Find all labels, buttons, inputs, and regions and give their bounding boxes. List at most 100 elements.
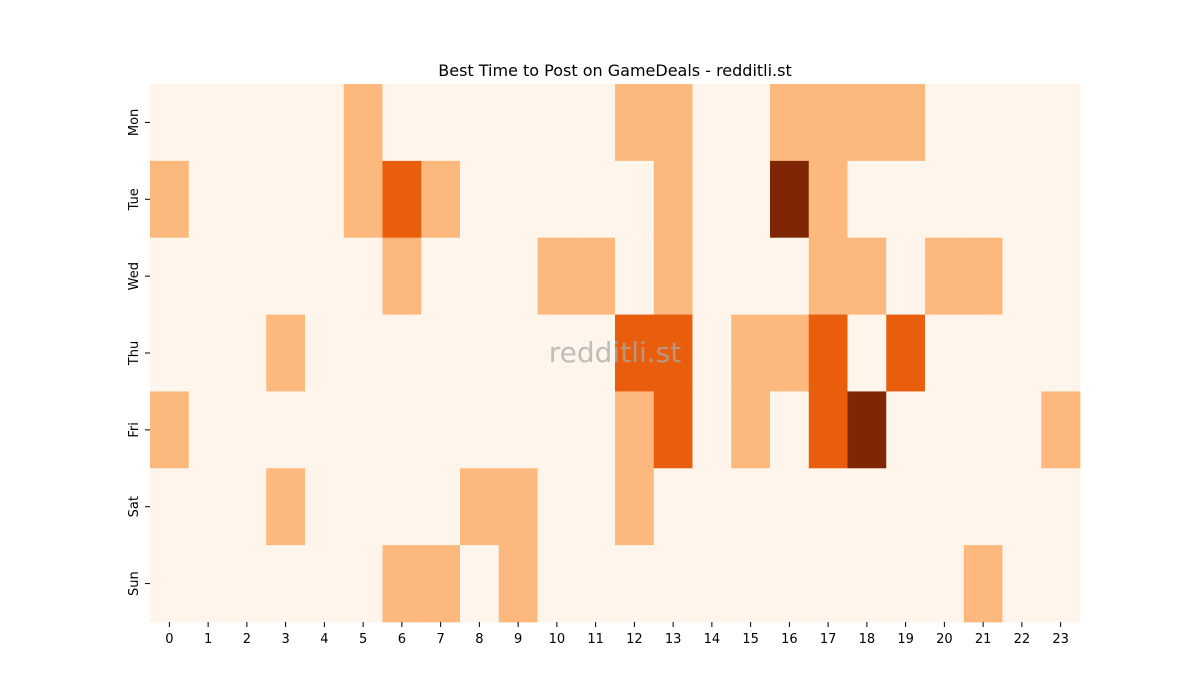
- heatmap-cell-tue-18: [847, 160, 887, 239]
- heatmap-cell-sat-23: [1041, 468, 1081, 546]
- heatmap-cell-tue-3: [266, 160, 306, 239]
- heatmap-cell-sat-16: [770, 468, 810, 546]
- heatmap-cell-thu-20: [925, 314, 965, 392]
- heatmap-cell-tue-16: [770, 160, 810, 239]
- heatmap-cell-fri-2: [227, 391, 267, 469]
- heatmap-cell-sun-13: [653, 545, 693, 623]
- watermark-text: redditli.st: [549, 336, 681, 369]
- x-tick-label: 4: [320, 632, 328, 647]
- heatmap-cell-thu-19: [886, 314, 926, 392]
- x-tick-label: 11: [587, 632, 604, 647]
- heatmap-cell-tue-11: [576, 160, 616, 239]
- x-axis: 0 1 2 3 4 5 6 7 8 9 10 11 12 13 14 15 16 17 18 19 20 21 22 23: [165, 622, 1069, 647]
- heatmap-cell-fri-8: [460, 391, 500, 469]
- heatmap-cell-sat-10: [537, 468, 577, 546]
- heatmap-cell-sun-18: [847, 545, 887, 623]
- x-tick-label: 9: [514, 632, 522, 647]
- heatmap-cell-mon-19: [886, 84, 926, 162]
- heatmap-cell-sat-13: [653, 468, 693, 546]
- heatmap-cell-mon-3: [266, 84, 306, 162]
- heatmap-cell-wed-1: [188, 237, 228, 315]
- heatmap-cell-sun-5: [343, 545, 383, 623]
- heatmap-cell-wed-3: [266, 237, 306, 315]
- heatmap-cell-sat-14: [692, 468, 732, 546]
- heatmap-cell-thu-9: [498, 314, 538, 392]
- heatmap-cell-wed-6: [382, 237, 422, 315]
- heatmap-cell-thu-15: [731, 314, 771, 392]
- heatmap-cell-sat-7: [421, 468, 461, 546]
- heatmap-cell-thu-1: [188, 314, 228, 392]
- heatmap-cell-sun-4: [305, 545, 345, 623]
- heatmap-cell-sat-12: [615, 468, 655, 546]
- heatmap-cell-mon-15: [731, 84, 771, 162]
- heatmap-cell-wed-20: [925, 237, 965, 315]
- heatmap-cell-sat-22: [1002, 468, 1042, 546]
- heatmap-cells: [150, 84, 1081, 623]
- heatmap-cell-sun-22: [1002, 545, 1042, 623]
- heatmap-cell-tue-0: [150, 160, 190, 239]
- heatmap-cell-tue-17: [808, 160, 848, 239]
- y-tick-label-wed: Wed: [127, 262, 142, 290]
- heatmap-cell-tue-9: [498, 160, 538, 239]
- x-tick-label: 20: [936, 632, 953, 647]
- heatmap-cell-fri-6: [382, 391, 422, 469]
- heatmap-cell-tue-6: [382, 160, 422, 239]
- heatmap-cell-tue-7: [421, 160, 461, 239]
- x-tick-label: 2: [243, 632, 251, 647]
- heatmap-cell-thu-11: [576, 314, 616, 392]
- heatmap-cell-wed-10: [537, 237, 577, 315]
- heatmap-cell-mon-4: [305, 84, 345, 162]
- heatmap-cell-fri-22: [1002, 391, 1042, 469]
- y-tick-label-fri: Fri: [127, 422, 142, 438]
- heatmap-cell-sat-1: [188, 468, 228, 546]
- x-tick-label: 23: [1052, 632, 1069, 647]
- y-tick-label-thu: Thu: [127, 341, 142, 366]
- heatmap-cell-sun-7: [421, 545, 461, 623]
- heatmap-cell-tue-21: [963, 160, 1003, 239]
- y-tick-label-tue: Tue: [127, 188, 142, 211]
- heatmap-cell-sun-9: [498, 545, 538, 623]
- heatmap-cell-sat-18: [847, 468, 887, 546]
- heatmap-cell-sun-15: [731, 545, 771, 623]
- heatmap-cell-wed-16: [770, 237, 810, 315]
- x-tick-label: 18: [859, 632, 876, 647]
- heatmap-cell-fri-4: [305, 391, 345, 469]
- x-tick-label: 14: [704, 632, 721, 647]
- heatmap-cell-fri-0: [150, 391, 190, 469]
- heatmap-cell-mon-7: [421, 84, 461, 162]
- heatmap-cell-mon-11: [576, 84, 616, 162]
- heatmap-cell-fri-16: [770, 391, 810, 469]
- x-tick-label: 12: [626, 632, 643, 647]
- heatmap-cell-mon-22: [1002, 84, 1042, 162]
- heatmap-cell-wed-18: [847, 237, 887, 315]
- heatmap-cell-thu-5: [343, 314, 383, 392]
- heatmap-cell-sat-2: [227, 468, 267, 546]
- heatmap-cell-tue-1: [188, 160, 228, 239]
- heatmap-cell-wed-23: [1041, 237, 1081, 315]
- heatmap-cell-tue-12: [615, 160, 655, 239]
- heatmap-cell-mon-9: [498, 84, 538, 162]
- x-tick-label: 3: [281, 632, 289, 647]
- x-tick-label: 21: [975, 632, 992, 647]
- heatmap-cell-mon-1: [188, 84, 228, 162]
- heatmap-cell-sun-10: [537, 545, 577, 623]
- heatmap-cell-mon-8: [460, 84, 500, 162]
- heatmap-cell-sun-6: [382, 545, 422, 623]
- x-tick-label: 0: [165, 632, 173, 647]
- heatmap-cell-sat-20: [925, 468, 965, 546]
- heatmap-cell-tue-2: [227, 160, 267, 239]
- heatmap-cell-wed-11: [576, 237, 616, 315]
- heatmap-cell-mon-5: [343, 84, 383, 162]
- heatmap-cell-tue-14: [692, 160, 732, 239]
- heatmap-cell-fri-20: [925, 391, 965, 469]
- heatmap-cell-tue-10: [537, 160, 577, 239]
- x-tick-label: 10: [549, 632, 566, 647]
- heatmap-cell-fri-18: [847, 391, 887, 469]
- heatmap-cell-tue-20: [925, 160, 965, 239]
- heatmap-cell-thu-22: [1002, 314, 1042, 392]
- heatmap-cell-mon-18: [847, 84, 887, 162]
- heatmap-cell-wed-12: [615, 237, 655, 315]
- heatmap-cell-mon-13: [653, 84, 693, 162]
- y-axis: Mon Tue Wed Thu Fri Sat Sun: [127, 109, 150, 596]
